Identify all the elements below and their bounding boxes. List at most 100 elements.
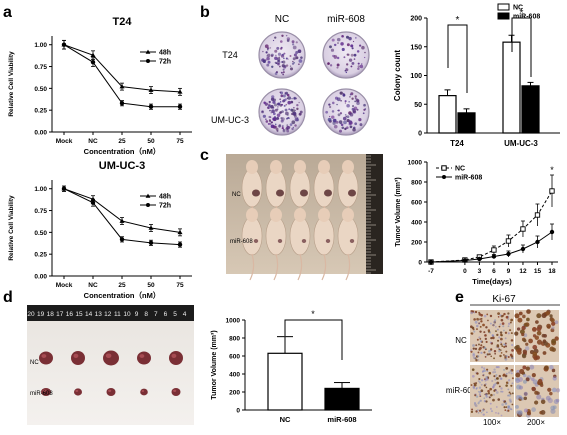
y-tick-label: 0.00	[34, 274, 47, 281]
ruler-number: 10	[123, 311, 131, 318]
legend-label-48h: 48h	[159, 194, 171, 201]
colony	[268, 100, 271, 104]
cell-nucleus	[554, 320, 559, 325]
colony	[289, 126, 291, 128]
significance-star: *	[520, 8, 524, 19]
colony	[330, 48, 335, 52]
cell-nucleus	[526, 411, 532, 416]
colony	[348, 112, 352, 115]
legend-marker	[145, 49, 151, 54]
cell-nucleus	[503, 345, 506, 348]
colony	[343, 56, 346, 59]
cell-nucleus	[515, 372, 521, 378]
y-tick-label: 800	[411, 180, 422, 187]
colony	[280, 91, 284, 95]
cell-nucleus	[544, 365, 549, 371]
cell-nucleus	[505, 355, 508, 358]
colony	[364, 51, 366, 54]
cell-nucleus	[495, 374, 498, 377]
cell-nucleus	[503, 329, 505, 332]
cell-nucleus	[473, 403, 477, 406]
colony	[279, 98, 282, 101]
data-point-NC	[505, 238, 512, 244]
chart-viability-t24: T24 0.00 0.25 0.50 0.75 1.00 Relative Cell Via…	[8, 16, 192, 156]
colony	[266, 47, 269, 50]
colony	[293, 61, 296, 64]
tumor-group	[39, 350, 183, 396]
colony	[337, 109, 340, 112]
colony	[282, 94, 286, 98]
cell-nucleus	[477, 351, 480, 354]
y-axis-label: Colony count	[393, 50, 402, 101]
colony	[339, 91, 343, 95]
cell-nucleus	[510, 372, 513, 375]
y-tick-label: 50	[414, 102, 422, 109]
cell-nucleus	[523, 338, 527, 343]
colony	[277, 62, 280, 66]
cell-nucleus	[486, 313, 489, 316]
colony	[298, 112, 302, 116]
colony	[333, 43, 337, 47]
x-axis-label: Concentration（nM）	[84, 290, 161, 300]
cell-nucleus	[491, 380, 494, 383]
cell-nucleus	[483, 351, 486, 354]
colony	[285, 64, 289, 67]
colony	[291, 120, 296, 125]
colony	[329, 105, 332, 109]
cell-nucleus	[504, 337, 507, 340]
cell-nucleus	[484, 393, 488, 396]
cell-nucleus	[519, 369, 525, 375]
colony	[348, 58, 353, 62]
legend-swatch-NC	[497, 3, 510, 11]
colony	[354, 95, 357, 98]
colony	[299, 110, 303, 114]
cell-nucleus	[552, 405, 557, 410]
cell-nucleus	[508, 391, 511, 394]
data-point-72h	[148, 104, 154, 109]
colony	[345, 71, 348, 74]
mouse-head	[342, 208, 354, 222]
colony	[336, 103, 338, 106]
colony	[279, 40, 283, 43]
cell-nucleus	[507, 332, 510, 335]
x-tick-label: 18	[548, 268, 556, 275]
y-tick-label: 0	[418, 131, 422, 138]
colony	[294, 117, 299, 122]
dish-row-label-t24: T24	[222, 50, 238, 60]
cell-nucleus	[536, 313, 542, 319]
cell-nucleus	[503, 343, 506, 346]
data-point-48h	[119, 218, 125, 223]
x-tick-label: miR-608	[327, 415, 356, 424]
ruler-number: 4	[183, 311, 187, 318]
y-tick-label: 0.00	[34, 130, 47, 137]
cell-nucleus	[510, 408, 513, 411]
tumor-mass	[348, 189, 356, 197]
cell-nucleus	[551, 368, 556, 373]
cell-nucleus	[472, 344, 475, 347]
cell-nucleus	[480, 411, 483, 414]
x-tick-label: 9	[507, 268, 511, 275]
cell-nucleus	[518, 385, 524, 390]
mouse-head	[246, 160, 258, 174]
colony	[341, 34, 344, 38]
mouse-body	[241, 216, 263, 256]
x-tick-label: 6	[492, 268, 496, 275]
colony	[331, 115, 335, 119]
cell-nucleus	[531, 373, 536, 378]
cell-nucleus	[498, 325, 501, 328]
cell-nucleus	[488, 396, 491, 399]
colony	[328, 115, 331, 118]
colony	[293, 97, 296, 100]
y-tick-label: 600	[229, 354, 240, 361]
cell-nucleus	[478, 409, 482, 412]
cell-nucleus	[478, 343, 480, 346]
colony	[295, 56, 299, 60]
colony	[267, 122, 270, 125]
significance-bracket	[447, 24, 468, 93]
colony	[340, 42, 344, 46]
mouse-body	[337, 216, 359, 256]
cell-nucleus	[507, 409, 510, 412]
cell-nucleus	[551, 326, 555, 330]
cell-nucleus	[545, 310, 551, 316]
